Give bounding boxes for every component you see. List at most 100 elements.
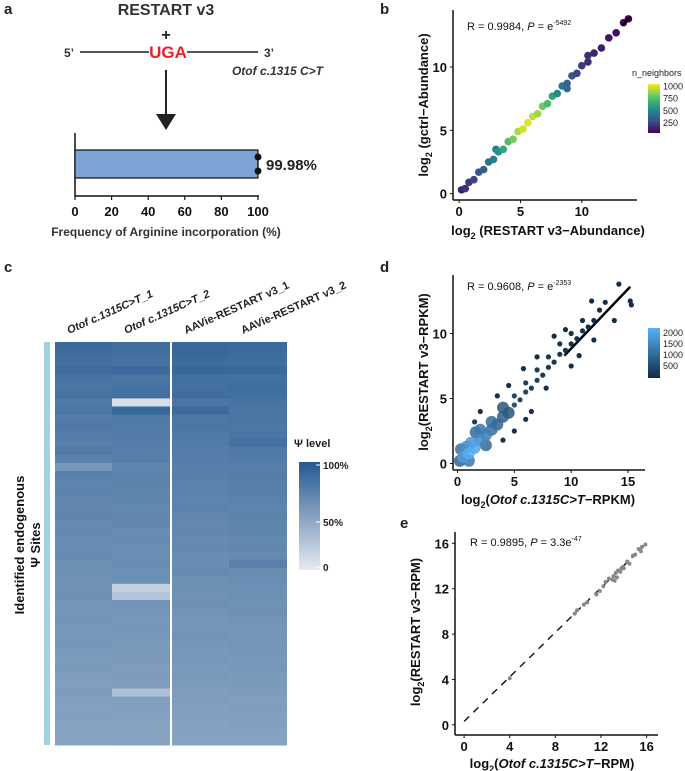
heatmap-cell [229,342,287,351]
panel-e: e 0 4 8 12 16 0 4 8 12 16 R = 0.9895, P = 3.3e-47 l… [400,515,658,771]
data-point [477,408,483,415]
heatmap-cell [229,591,287,601]
p-exponent: -2353 [553,280,571,287]
panel-label-e: e [400,515,408,532]
heatmap-cell [112,527,170,536]
heatmap-cell [172,511,229,520]
heatmap-cell [172,551,229,561]
p-equals: = e [535,21,554,33]
x-tick-label: 0 [71,204,78,219]
heatmap-cell [172,680,229,690]
heatmap-cell [112,720,170,730]
heatmap-cell [55,414,112,424]
x-tick-label: 60 [178,204,192,219]
x-tick-label: 0 [456,204,463,219]
heatmap-cell [55,446,112,456]
data-point [584,58,592,66]
heatmap-cell [55,438,112,448]
heatmap-cell [55,527,112,536]
heatmap-cell [55,422,112,432]
y-tick-label: 0 [442,718,449,733]
heatmap-cell [172,607,229,617]
data-point [614,575,619,580]
heatmap-cell [172,720,229,730]
heatmap-cell [172,664,229,673]
heatmap-cell [112,374,170,383]
x-tick-label: 8 [552,739,559,754]
data-point [511,393,517,399]
plus-sign: + [161,27,170,44]
heatmap-cell [229,648,287,657]
heatmap-cell [172,358,229,367]
heatmap-cell [112,422,170,432]
heatmap-cell [55,495,112,504]
heatmap-cell [229,519,287,528]
heatmap-cell [55,430,112,440]
x-axis-label-sub: 2 [480,500,485,510]
heatmap-cell [112,599,170,609]
heatmap-cell [112,519,170,528]
heatmap-cell [112,728,170,738]
heatmap-cell [229,350,287,359]
heatmap-cell [229,720,287,730]
data-point [638,549,643,554]
heatmap-cell [172,470,229,480]
heatmap-cell [112,680,170,690]
y-tick-label: 0 [440,187,447,202]
x-tick-label: 10 [575,204,589,219]
x-axis-label: log2(Otof c.1315C>T−RPKM) [461,492,635,510]
heatmap-cell [172,728,229,738]
data-point [517,397,523,403]
x-tick-label: 10 [564,474,578,489]
data-point [579,328,586,334]
heatmap-cell [229,382,287,391]
heatmap-cell [229,454,287,464]
heatmap-cell [55,535,112,544]
mutation-label: Otof c.1315 C>T [232,64,325,78]
fit-line [621,16,631,26]
heatmap-cell [112,342,170,351]
heatmap-cell [172,559,229,569]
data-point [611,317,617,324]
heatmap-cell [112,446,170,456]
heatmap-cell [55,583,112,593]
heatmap-cell [112,567,170,577]
heatmap-cell [112,664,170,673]
data-point [553,89,562,98]
x-axis-label-rest: (RESTART v3−Abundance) [476,223,645,238]
group-divider [170,342,172,745]
data-point [511,402,517,408]
data-point [534,354,540,360]
heatmap-cell [229,704,287,714]
legend-label: 0 [323,563,329,574]
data-point [581,602,586,607]
heatmap-cell [229,462,287,472]
heatmap-cell [112,640,170,649]
heatmap-cell [172,462,229,472]
heatmap-cell [229,575,287,585]
x-axis-label-italic: Otof c.1315C>T [490,492,586,507]
heatmap-cell [112,648,170,657]
x-axis-label-open: ( [485,492,490,507]
column-label: AAVie-RESTART v3_2 [239,280,348,337]
heatmap-cell [172,640,229,649]
data-point [591,317,597,324]
legend-label: 2000 [663,328,683,338]
heatmap-cell [55,664,112,673]
data-point [479,165,488,174]
heatmap-cell [55,704,112,714]
colorbar [648,328,660,378]
heatmap-cell [55,648,112,657]
heatmap-cell [229,503,287,512]
heatmap-cell [229,688,287,698]
heatmap-cell [55,487,112,496]
heatmap-cell [112,454,170,464]
heatmap-cell [112,535,170,544]
data-point [579,317,586,324]
heatmap-cell [112,390,170,399]
heatmap-cell [55,720,112,730]
heatmap-cell [229,664,287,673]
